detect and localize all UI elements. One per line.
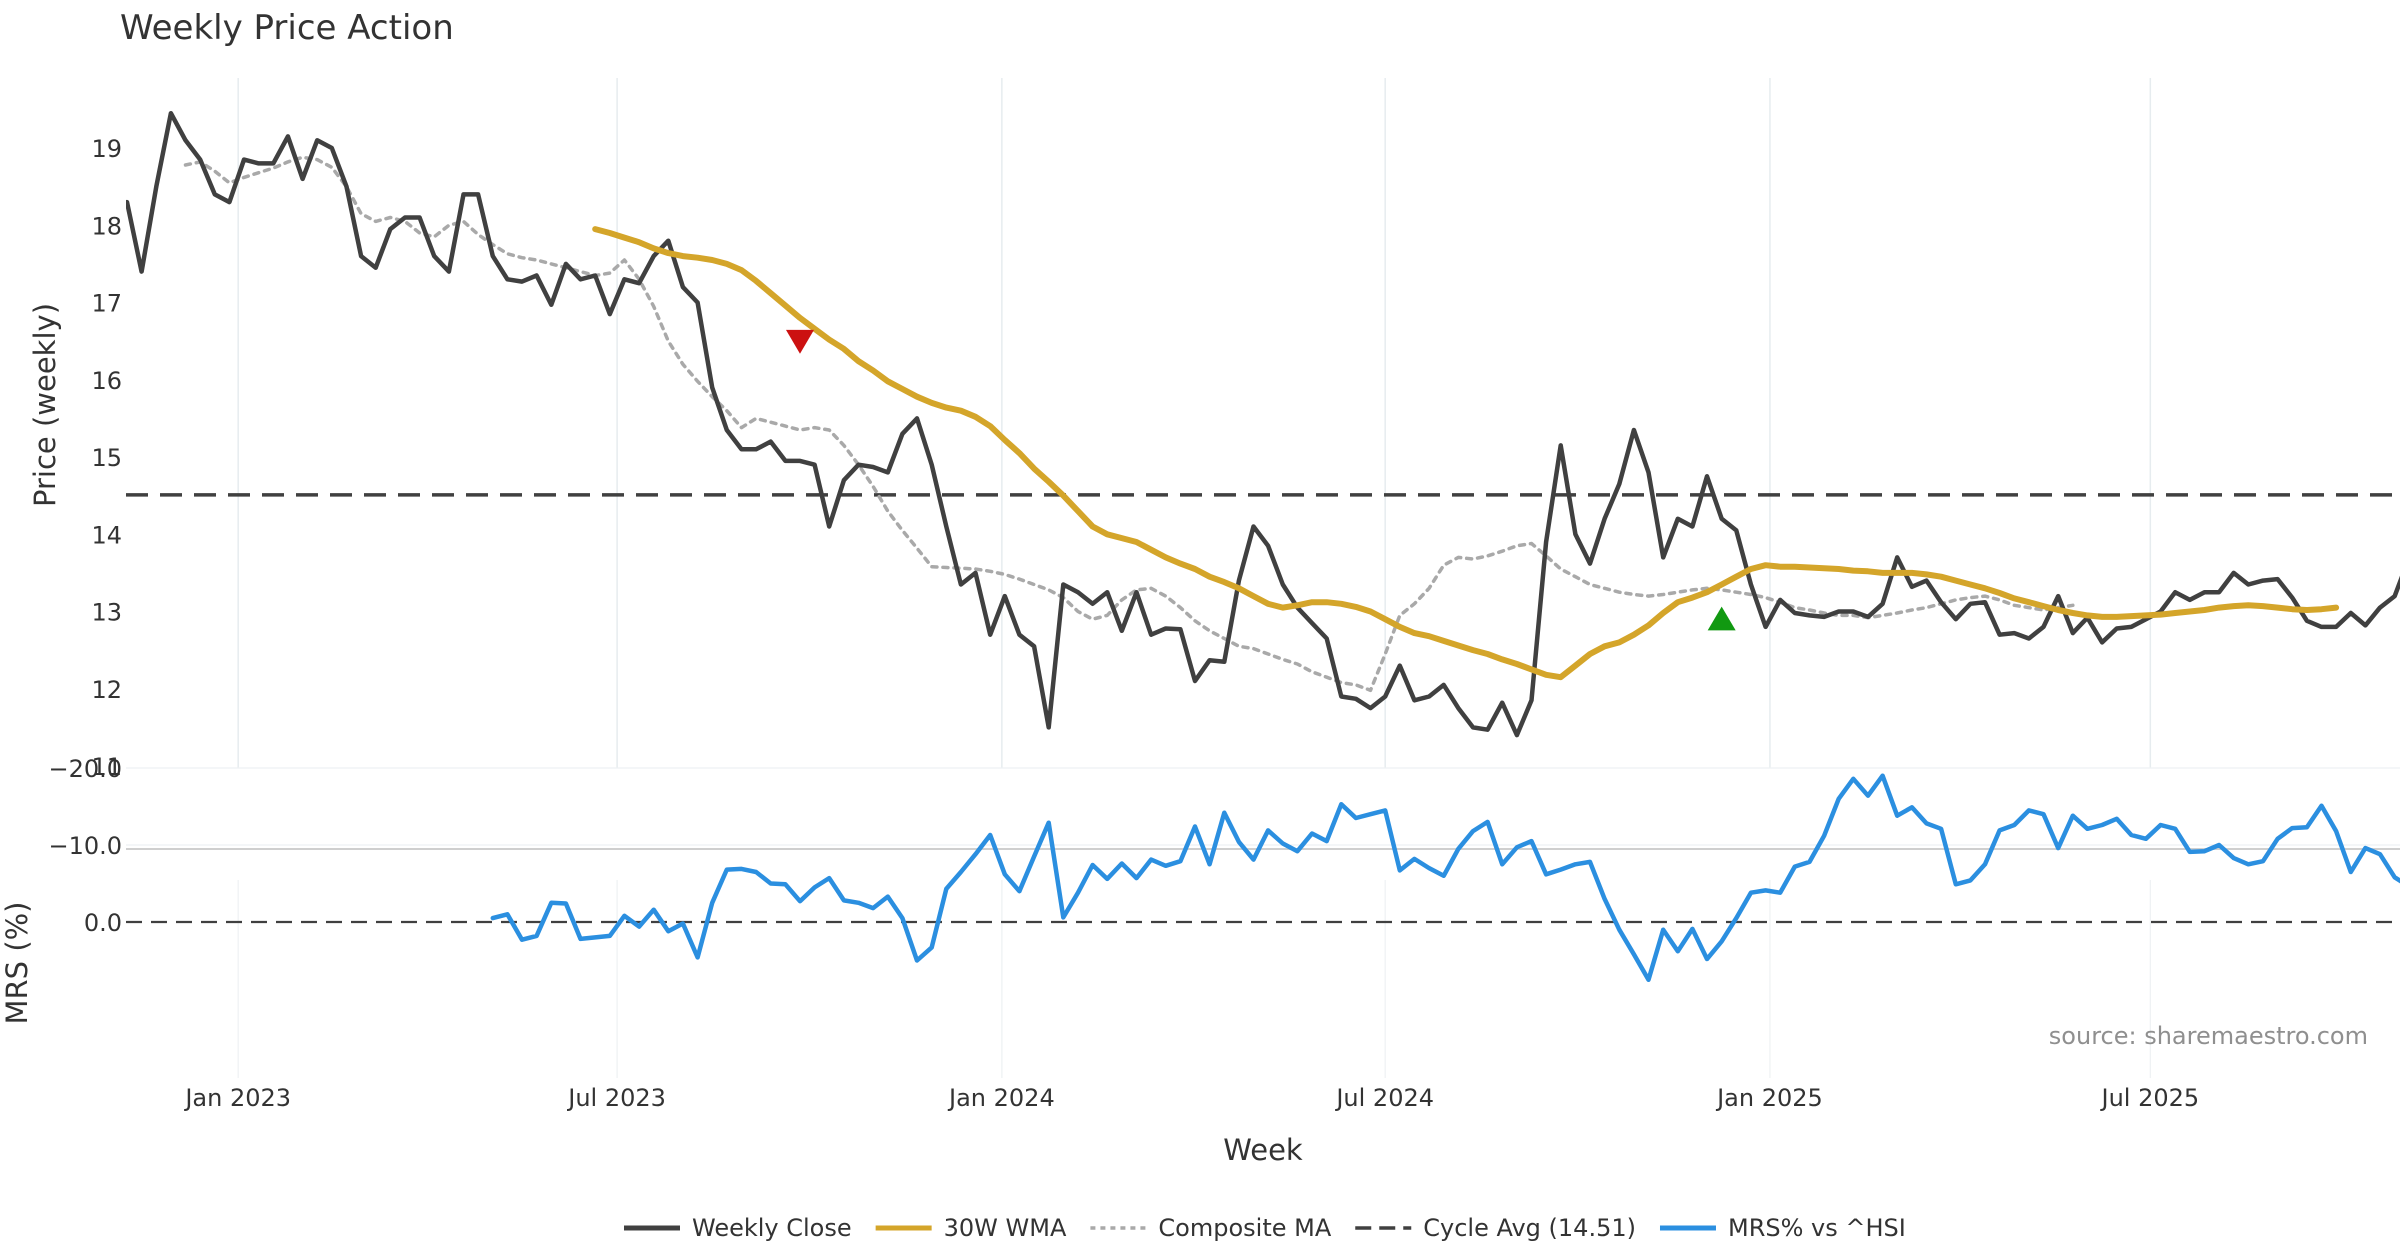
x-tick-label: Jul 2023 <box>566 1084 666 1112</box>
composite-ma-line <box>183 155 2075 693</box>
wma-30w-line <box>592 226 2340 681</box>
price-y-tick-label: 11 <box>91 753 122 781</box>
legend-label: Composite MA <box>1158 1214 1331 1242</box>
price-panel-gridlines <box>237 78 2152 768</box>
price-y-tick-label: 19 <box>91 135 122 163</box>
source-watermark: source: sharemaestro.com <box>2049 1022 2368 1050</box>
x-tick-label: Jan 2025 <box>1715 1084 1823 1112</box>
x-axis-label: Week <box>1223 1133 1303 1167</box>
legend-label: 30W WMA <box>944 1214 1067 1242</box>
price-y-tick-label: 12 <box>91 676 122 704</box>
x-tick-label: Jan 2024 <box>947 1084 1055 1112</box>
price-y-tick-label: 16 <box>91 367 122 395</box>
mrs-series-lines <box>126 773 2400 983</box>
chart-title: Weekly Price Action <box>120 8 454 48</box>
price-y-ticks: 11 12 13 14 15 16 17 18 19 <box>91 135 122 781</box>
legend-label: MRS% vs ^HSI <box>1728 1214 1906 1242</box>
x-tick-label: Jul 2025 <box>2099 1084 2199 1112</box>
mrs-y-tick-label: −10.0 <box>48 832 122 860</box>
mrs-y-tick-label: −20.0 <box>48 755 122 783</box>
price-y-tick-label: 15 <box>91 444 122 472</box>
legend-label: Weekly Close <box>692 1214 852 1242</box>
price-y-tick-label: 14 <box>91 521 122 549</box>
x-tick-label: Jan 2023 <box>183 1084 291 1112</box>
price-y-tick-label: 13 <box>91 599 122 627</box>
x-axis-ticks: Jan 2023 Jul 2023 Jan 2024 Jul 2024 Jan 2025… <box>183 1084 2199 1112</box>
sell-signal-marker <box>785 329 814 354</box>
mrs-y-tick-label: 0.0 <box>84 909 122 937</box>
mrs-y-axis-label: MRS (%) <box>0 902 34 1025</box>
price-series-lines <box>126 110 2400 738</box>
price-y-tick-label: 17 <box>91 290 122 318</box>
signal-markers <box>785 329 1736 631</box>
mrs-y-ticks: 0.0 −10.0 −20.0 <box>48 755 122 937</box>
weekly-close-line <box>126 110 2400 738</box>
x-tick-label: Jul 2024 <box>1334 1084 1434 1112</box>
price-y-axis-label: Price (weekly) <box>28 303 62 507</box>
legend-label: Cycle Avg (14.51) <box>1423 1214 1636 1242</box>
buy-signal-marker <box>1707 606 1736 631</box>
price-y-tick-label: 18 <box>91 212 122 240</box>
chart-legend: Weekly Close 30W WMA Composite MA Cycle Avg… <box>624 1214 1906 1242</box>
mrs-vs-hsi-line <box>490 773 2400 983</box>
